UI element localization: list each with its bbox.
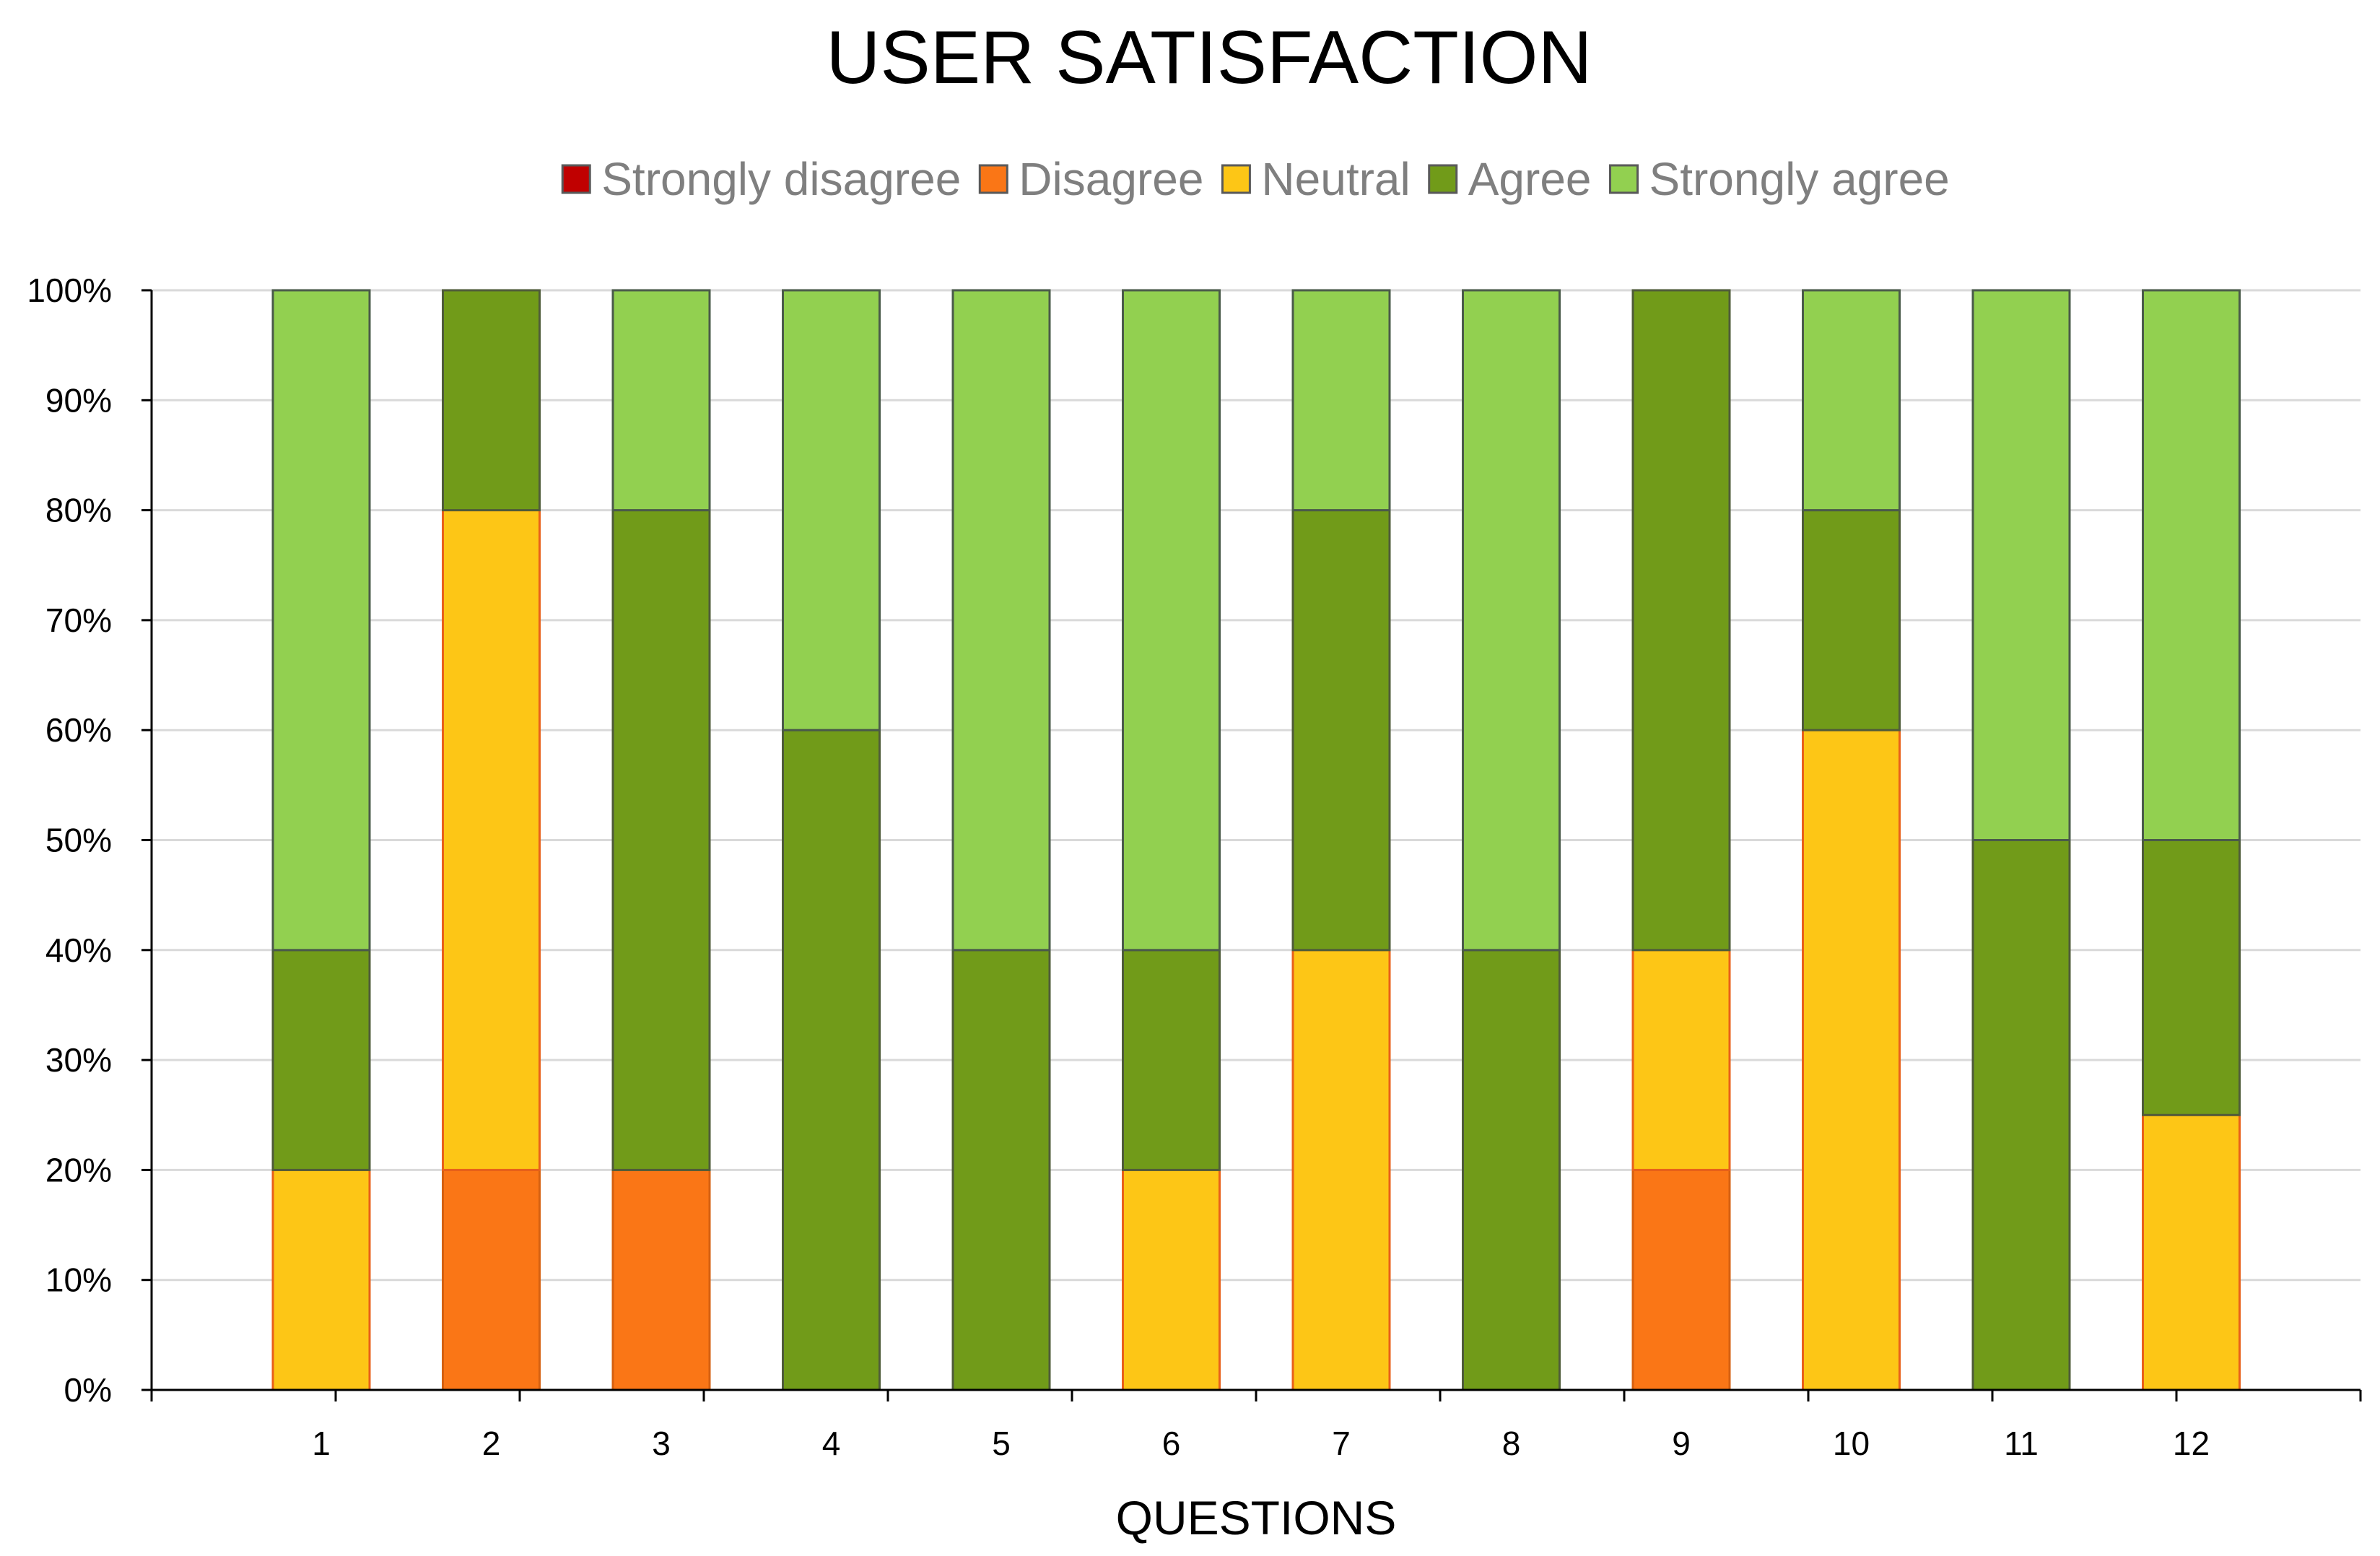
x-tick-label: 3: [652, 1425, 671, 1462]
chart-title: USER SATISFACTION: [826, 16, 1592, 100]
bar-q12-strongly-agree: [2142, 289, 2241, 841]
x-tick-label: 12: [2173, 1425, 2210, 1462]
legend-item-strongly-disagree: Strongly disagree: [561, 153, 961, 205]
tick-labels: 0%10%20%30%40%50%60%70%80%90%100%1 2 3 4 5 6 7…: [27, 271, 2210, 1462]
bar-q9-neutral: [1631, 949, 1731, 1171]
legend-swatch: [1609, 164, 1639, 194]
bar-q5-agree: [951, 949, 1051, 1391]
legend-label: Strongly agree: [1649, 153, 1950, 205]
legend-item-agree: Agree: [1428, 153, 1592, 205]
bar-q7-agree: [1291, 509, 1391, 952]
x-tick-label: 9: [1672, 1425, 1691, 1462]
legend-item-strongly-agree: Strongly agree: [1609, 153, 1950, 205]
bar-q4-agree: [782, 729, 881, 1391]
x-tick-label: 10: [1833, 1425, 1870, 1462]
y-tick-label: 90%: [45, 381, 112, 419]
bar-q1-agree: [271, 949, 371, 1171]
x-tick-label: 8: [1502, 1425, 1521, 1462]
bar-q9-agree: [1631, 289, 1731, 952]
bar-q5-strongly-agree: [951, 289, 1051, 952]
bars: [271, 289, 2241, 1391]
legend-label: Neutral: [1261, 153, 1410, 205]
bar-q12-agree: [2142, 839, 2241, 1116]
bar-q9-disagree: [1631, 1168, 1731, 1391]
y-tick-label: 40%: [45, 931, 112, 969]
bar-q10-agree: [1802, 509, 1901, 731]
x-tick-label: 6: [1162, 1425, 1181, 1462]
y-tick-label: 80%: [45, 492, 112, 529]
bar-q3-strongly-agree: [611, 289, 711, 512]
bar-q1-neutral: [271, 1168, 371, 1391]
bar-q8-strongly-agree: [1462, 289, 1561, 952]
x-axis-title: QUESTIONS: [1116, 1491, 1397, 1544]
x-tick-label: 4: [822, 1425, 841, 1462]
bar-q2-disagree: [442, 1168, 541, 1391]
legend-item-disagree: Disagree: [978, 153, 1203, 205]
x-tick-label: 7: [1332, 1425, 1351, 1462]
y-tick-label: 60%: [45, 711, 112, 749]
bar-q8-agree: [1462, 949, 1561, 1391]
bar-q7-strongly-agree: [1291, 289, 1391, 512]
bar-q6-agree: [1122, 949, 1221, 1171]
x-tick-label: 2: [482, 1425, 501, 1462]
y-tick-label: 0%: [64, 1371, 112, 1409]
legend: Strongly disagree Disagree Neutral Agree Str…: [561, 153, 1950, 205]
y-tick-label: 10%: [45, 1261, 112, 1299]
bar-q10-neutral: [1802, 729, 1901, 1391]
y-tick-label: 30%: [45, 1041, 112, 1079]
bar-q1-strongly-agree: [271, 289, 371, 952]
legend-swatch: [978, 164, 1008, 194]
bar-q6-neutral: [1122, 1168, 1221, 1391]
x-tick-label: 1: [312, 1425, 331, 1462]
y-tick-label: 20%: [45, 1151, 112, 1188]
bar-q11-agree: [1971, 839, 2071, 1391]
legend-label: Disagree: [1019, 153, 1203, 205]
bar-q2-neutral: [442, 509, 541, 1171]
legend-item-neutral: Neutral: [1221, 153, 1411, 205]
bar-q3-disagree: [611, 1168, 711, 1391]
legend-swatch: [1221, 164, 1251, 194]
y-tick-label: 100%: [27, 271, 112, 309]
bar-q11-strongly-agree: [1971, 289, 2071, 841]
bar-q10-strongly-agree: [1802, 289, 1901, 512]
bar-q2-agree: [442, 289, 541, 512]
y-tick-label: 70%: [45, 601, 112, 639]
x-tick-label: 5: [992, 1425, 1011, 1462]
legend-label: Agree: [1468, 153, 1592, 205]
legend-label: Strongly disagree: [601, 153, 961, 205]
legend-swatch: [561, 164, 591, 194]
y-tick-label: 50%: [45, 822, 112, 859]
bar-q3-agree: [611, 509, 711, 1171]
legend-swatch: [1428, 164, 1458, 194]
bar-q4-strongly-agree: [782, 289, 881, 731]
bar-q7-neutral: [1291, 949, 1391, 1391]
bar-q6-strongly-agree: [1122, 289, 1221, 952]
bar-q12-neutral: [2142, 1113, 2241, 1391]
x-tick-label: 11: [2004, 1425, 2039, 1462]
